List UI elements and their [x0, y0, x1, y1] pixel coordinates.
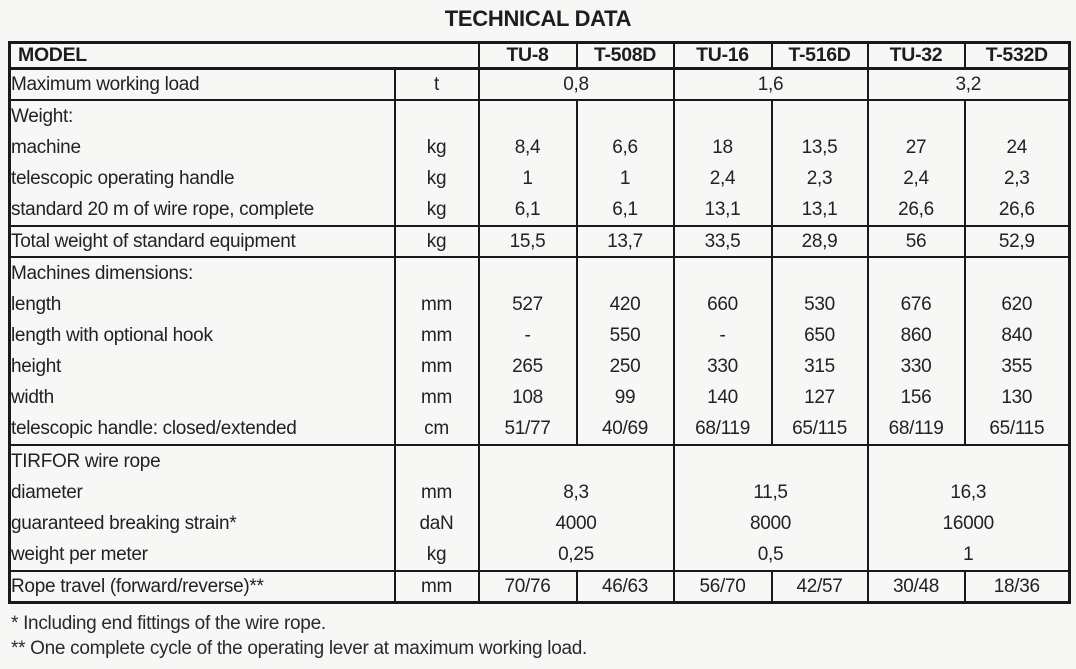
- section-machines-dimensions: Machines dimensions: length length with …: [8, 256, 1071, 446]
- section-tirfor-wire-rope: TIRFOR wire rope diameter guaranteed bre…: [8, 444, 1071, 572]
- row-label: Weight: machine telescopic operating han…: [8, 99, 396, 227]
- row-label: TIRFOR wire rope diameter guaranteed bre…: [8, 444, 396, 572]
- column-header-t-532d: T-532D: [963, 41, 1071, 70]
- value-cell: 52,9: [963, 225, 1071, 258]
- value-cell: 28,9: [770, 225, 869, 258]
- table-header-row: MODEL TU-8 T-508D TU-16 T-516D TU-32 T-5…: [8, 41, 1071, 70]
- column-header-t-516d: T-516D: [770, 41, 869, 70]
- value-cell: 15,5: [477, 225, 578, 258]
- column-header-tu-32: TU-32: [866, 41, 966, 70]
- value-cell: 420 550 250 99 40/69: [575, 256, 675, 446]
- value-cell: 8,4 1 6,1: [477, 99, 578, 227]
- value-cell: 56: [866, 225, 966, 258]
- value-cell: 660 - 330 140 68/119: [672, 256, 773, 446]
- value-cell: 56/70: [672, 570, 773, 604]
- row-maximum-working-load: Maximum working load t 0,8 1,6 3,2: [8, 67, 1071, 101]
- value-cell: 13,7: [575, 225, 675, 258]
- footnote-single-asterisk: * Including end fittings of the wire rop…: [11, 613, 326, 634]
- row-label: Total weight of standard equipment: [8, 225, 396, 258]
- row-rope-travel: Rope travel (forward/reverse)** mm 70/76…: [8, 570, 1071, 604]
- column-header-tu-8: TU-8: [477, 41, 578, 70]
- row-total-weight: Total weight of standard equipment kg 15…: [8, 225, 1071, 258]
- unit-cell: mm mm mm mm cm: [393, 256, 480, 446]
- value-cell: 42/57: [770, 570, 869, 604]
- unit-cell: mm: [393, 570, 480, 604]
- row-label: Machines dimensions: length length with …: [8, 256, 396, 446]
- value-cell: 530 650 315 127 65/115: [770, 256, 869, 446]
- page-title: TECHNICAL DATA: [444, 6, 632, 31]
- value-cell: 3,2: [866, 67, 1071, 101]
- value-cell: 8,3 4000 0,25: [477, 444, 675, 572]
- row-label: Maximum working load: [8, 67, 396, 101]
- footnote-double-asterisk: ** One complete cycle of the operating l…: [11, 638, 587, 659]
- column-header-t-508d: T-508D: [575, 41, 675, 70]
- value-cell: 30/48: [866, 570, 966, 604]
- value-cell: 16,3 16000 1: [866, 444, 1071, 572]
- value-cell: 676 860 330 156 68/119: [866, 256, 966, 446]
- value-cell: 27 2,4 26,6: [866, 99, 966, 227]
- value-cell: 0,8: [477, 67, 675, 101]
- value-cell: 1,6: [672, 67, 869, 101]
- value-cell: 620 840 355 130 65/115: [963, 256, 1071, 446]
- value-cell: 6,6 1 6,1: [575, 99, 675, 227]
- value-cell: 70/76: [477, 570, 578, 604]
- unit-cell: kg: [393, 225, 480, 258]
- unit-cell: kg kg kg: [393, 99, 480, 227]
- row-label: Rope travel (forward/reverse)**: [8, 570, 396, 604]
- unit-cell: t: [393, 67, 480, 101]
- value-cell: 18 2,4 13,1: [672, 99, 773, 227]
- technical-data-table: MODEL TU-8 T-508D TU-16 T-516D TU-32 T-5…: [8, 41, 1072, 604]
- value-cell: 13,5 2,3 13,1: [770, 99, 869, 227]
- value-cell: 18/36: [963, 570, 1071, 604]
- value-cell: 11,5 8000 0,5: [672, 444, 869, 572]
- value-cell: 46/63: [575, 570, 675, 604]
- unit-cell: mm daN kg: [393, 444, 480, 572]
- value-cell: 527 - 265 108 51/77: [477, 256, 578, 446]
- section-weight: Weight: machine telescopic operating han…: [8, 99, 1071, 227]
- column-header-tu-16: TU-16: [672, 41, 773, 70]
- model-header-cell: MODEL: [8, 41, 480, 70]
- value-cell: 33,5: [672, 225, 773, 258]
- value-cell: 24 2,3 26,6: [963, 99, 1071, 227]
- footnotes: * Including end fittings of the wire rop…: [8, 611, 1068, 661]
